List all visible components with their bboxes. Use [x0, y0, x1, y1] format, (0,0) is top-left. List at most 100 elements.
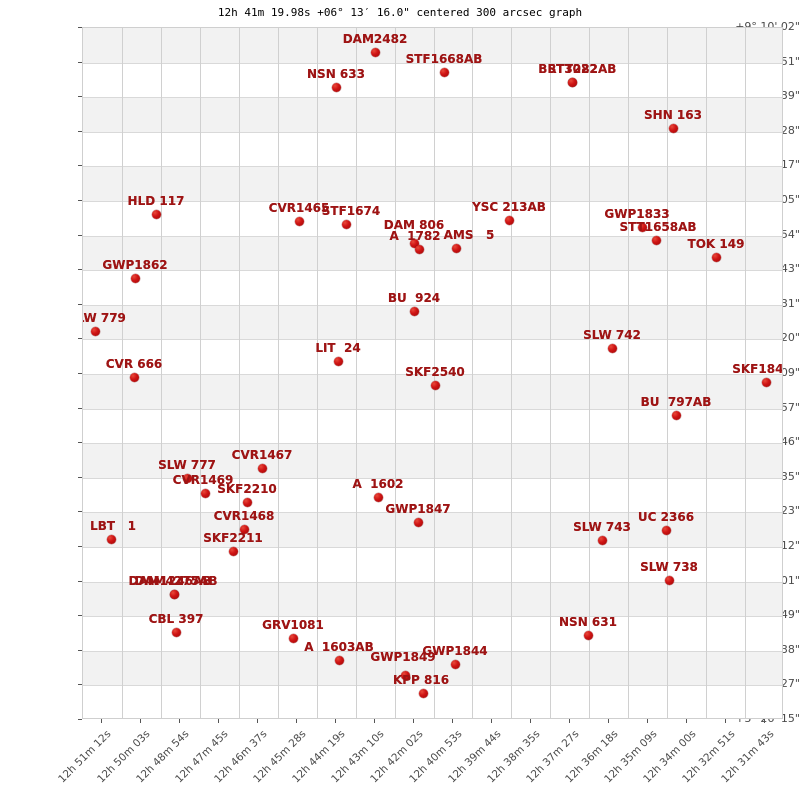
- star-label: SKF2210: [217, 482, 277, 496]
- star-marker[interactable]: [90, 326, 100, 336]
- star-label: BU 924: [387, 291, 441, 305]
- star-marker[interactable]: [334, 655, 344, 665]
- star-label: GWP1862: [102, 258, 168, 272]
- gridline-vertical: [667, 28, 669, 718]
- star-marker[interactable]: [341, 219, 351, 229]
- star-label: LBT 1: [90, 519, 136, 533]
- star-marker[interactable]: [418, 688, 428, 698]
- x-tick-mark: [218, 719, 220, 723]
- star-label: TOK 149: [687, 237, 745, 251]
- band-row: [83, 443, 782, 478]
- gridline-horizontal: [83, 62, 782, 64]
- star-marker[interactable]: [711, 252, 721, 262]
- gridline-horizontal: [83, 97, 782, 99]
- gridline-vertical: [433, 28, 435, 718]
- star-label: CVR 666: [105, 357, 163, 371]
- star-label: SKF2211: [203, 531, 263, 545]
- star-label: CBL 397: [148, 612, 204, 626]
- star-marker[interactable]: [129, 372, 139, 382]
- gridline-vertical: [745, 28, 747, 718]
- star-marker[interactable]: [257, 463, 267, 473]
- y-tick-mark: [78, 442, 82, 444]
- star-label: CVR1468: [213, 509, 275, 523]
- gridline-horizontal: [83, 270, 782, 272]
- gridline-horizontal: [83, 408, 782, 410]
- star-marker[interactable]: [242, 497, 252, 507]
- star-marker[interactable]: [171, 627, 181, 637]
- star-marker[interactable]: [664, 575, 674, 585]
- star-label: SKF1849: [732, 362, 783, 376]
- star-marker[interactable]: [151, 209, 161, 219]
- star-label: DAM1246AB: [128, 574, 212, 588]
- gridline-vertical: [589, 28, 591, 718]
- y-tick-mark: [78, 407, 82, 409]
- gridline-horizontal: [83, 374, 782, 375]
- y-tick-mark: [78, 165, 82, 167]
- star-label: BRT3022: [538, 62, 598, 76]
- star-marker[interactable]: [169, 589, 179, 599]
- y-tick-mark: [78, 546, 82, 547]
- star-marker[interactable]: [413, 517, 423, 527]
- star-label: NSN 633: [307, 67, 365, 81]
- gridline-horizontal: [83, 512, 782, 514]
- star-marker[interactable]: [373, 492, 383, 502]
- star-marker[interactable]: [333, 356, 343, 366]
- x-tick-mark: [101, 719, 103, 723]
- gridline-horizontal: [83, 443, 782, 445]
- star-marker[interactable]: [439, 67, 449, 77]
- gridline-vertical: [472, 28, 474, 718]
- star-marker[interactable]: [668, 123, 678, 133]
- y-tick-mark: [78, 96, 82, 98]
- x-tick-mark: [685, 719, 687, 723]
- star-marker[interactable]: [409, 306, 419, 316]
- star-marker[interactable]: [370, 47, 380, 57]
- y-tick-mark: [78, 649, 82, 651]
- star-marker[interactable]: [450, 659, 460, 669]
- x-tick-mark: [140, 719, 142, 723]
- star-marker[interactable]: [583, 630, 593, 640]
- star-label: SLW 738: [640, 560, 698, 574]
- star-label: SLW 777: [158, 458, 216, 472]
- x-tick-mark: [529, 719, 531, 723]
- star-marker[interactable]: [430, 380, 440, 390]
- y-tick-mark: [78, 61, 82, 63]
- y-tick-mark: [78, 476, 82, 478]
- star-marker[interactable]: [239, 524, 249, 534]
- y-tick-mark: [78, 615, 82, 617]
- gridline-vertical: [628, 28, 630, 718]
- band-row: [83, 166, 782, 201]
- star-marker[interactable]: [288, 633, 298, 643]
- star-marker[interactable]: [661, 525, 671, 535]
- star-label: HLD 117: [127, 194, 185, 208]
- star-label: AMS 5: [443, 228, 495, 242]
- gridline-horizontal: [83, 685, 782, 687]
- star-marker[interactable]: [607, 343, 617, 353]
- y-tick-mark: [78, 234, 82, 236]
- star-marker[interactable]: [597, 535, 607, 545]
- star-marker[interactable]: [106, 534, 116, 544]
- gridline-vertical: [511, 28, 513, 718]
- star-marker[interactable]: [414, 244, 424, 254]
- star-marker[interactable]: [130, 273, 140, 283]
- star-marker[interactable]: [182, 473, 192, 483]
- star-marker[interactable]: [331, 82, 341, 92]
- star-marker[interactable]: [651, 235, 661, 245]
- star-label: BU 797AB: [640, 395, 712, 409]
- star-label: SLW 743: [573, 520, 631, 534]
- band-row: [83, 374, 782, 409]
- star-marker[interactable]: [504, 215, 514, 225]
- star-marker[interactable]: [567, 77, 577, 87]
- star-marker[interactable]: [200, 488, 210, 498]
- star-marker[interactable]: [451, 243, 461, 253]
- gridline-horizontal: [83, 304, 782, 306]
- star-marker[interactable]: [409, 238, 419, 248]
- gridline-vertical: [277, 28, 279, 718]
- star-label: GWP1833: [604, 207, 670, 221]
- star-marker[interactable]: [228, 546, 238, 556]
- star-marker[interactable]: [761, 377, 771, 387]
- star-marker[interactable]: [400, 670, 410, 680]
- star-marker[interactable]: [637, 222, 647, 232]
- gridline-horizontal: [83, 131, 782, 133]
- star-marker[interactable]: [294, 216, 304, 226]
- star-marker[interactable]: [671, 410, 681, 420]
